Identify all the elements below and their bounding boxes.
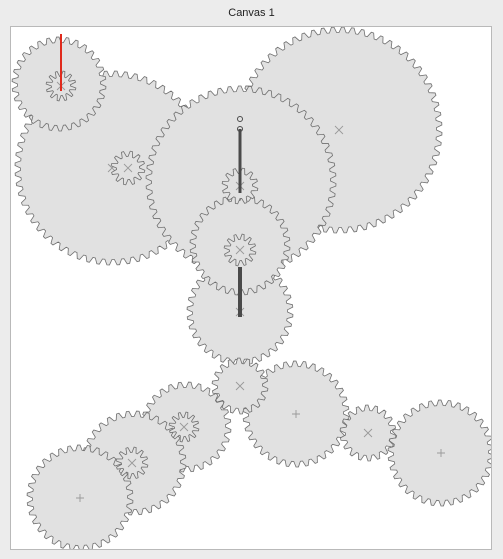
window-title-bar: Canvas 1	[0, 0, 503, 26]
window-title: Canvas 1	[228, 7, 275, 19]
rod-link-ring	[237, 126, 243, 132]
rod-link-ring	[237, 116, 243, 122]
drawing-canvas[interactable]	[10, 26, 492, 550]
axle-mark	[437, 449, 445, 457]
axle-mark	[334, 125, 344, 135]
axle-mark	[123, 163, 133, 173]
gear[interactable]	[110, 150, 146, 186]
gear[interactable]	[242, 360, 350, 468]
gear[interactable]	[26, 444, 134, 550]
gear-diagram	[11, 27, 492, 550]
gear[interactable]	[168, 411, 200, 443]
gear[interactable]	[387, 399, 492, 507]
axle-mark	[363, 428, 373, 438]
gear[interactable]	[211, 357, 269, 415]
axle-mark	[76, 494, 84, 502]
axle-mark	[179, 422, 189, 432]
axle-mark	[127, 458, 137, 468]
gear[interactable]	[223, 233, 257, 267]
gear[interactable]	[339, 404, 397, 462]
gear[interactable]	[115, 446, 149, 480]
axle-mark	[235, 245, 245, 255]
axle-mark	[292, 410, 300, 418]
axle-mark	[235, 381, 245, 391]
